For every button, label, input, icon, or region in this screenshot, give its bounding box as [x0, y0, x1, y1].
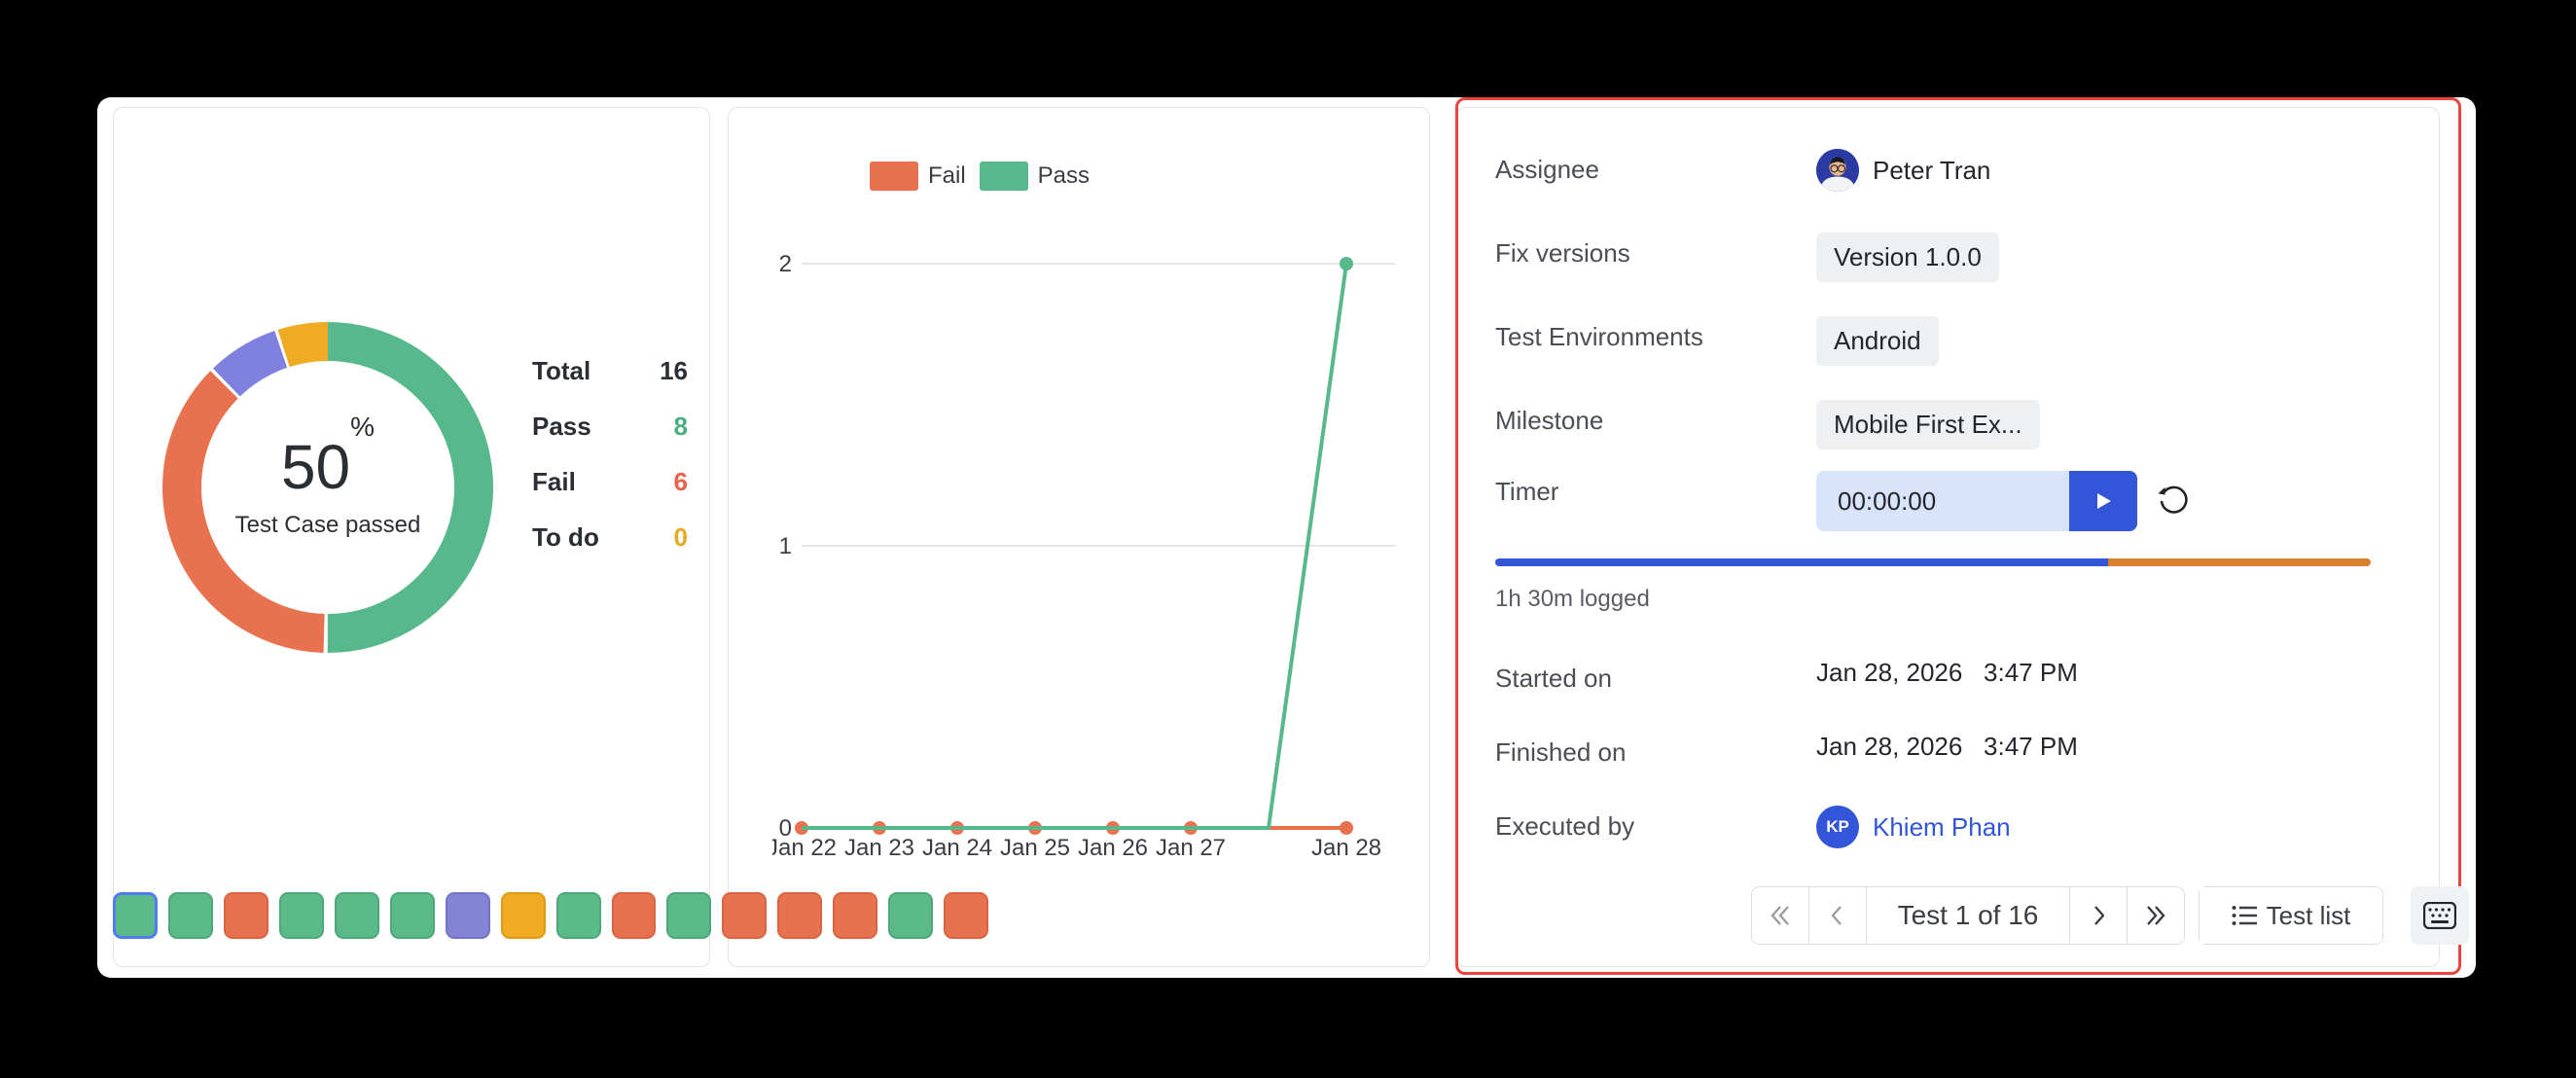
- svg-text:1: 1: [779, 533, 792, 559]
- svg-text:2: 2: [779, 251, 792, 277]
- svg-text:Jan 28: Jan 28: [1311, 835, 1381, 857]
- svg-text:Jan 25: Jan 25: [1000, 835, 1070, 857]
- svg-text:Jan 24: Jan 24: [922, 835, 992, 857]
- svg-text:Jan 22: Jan 22: [772, 835, 837, 857]
- svg-text:Jan 26: Jan 26: [1078, 835, 1148, 857]
- svg-text:Jan 27: Jan 27: [1156, 835, 1226, 857]
- svg-text:Jan 23: Jan 23: [844, 835, 914, 857]
